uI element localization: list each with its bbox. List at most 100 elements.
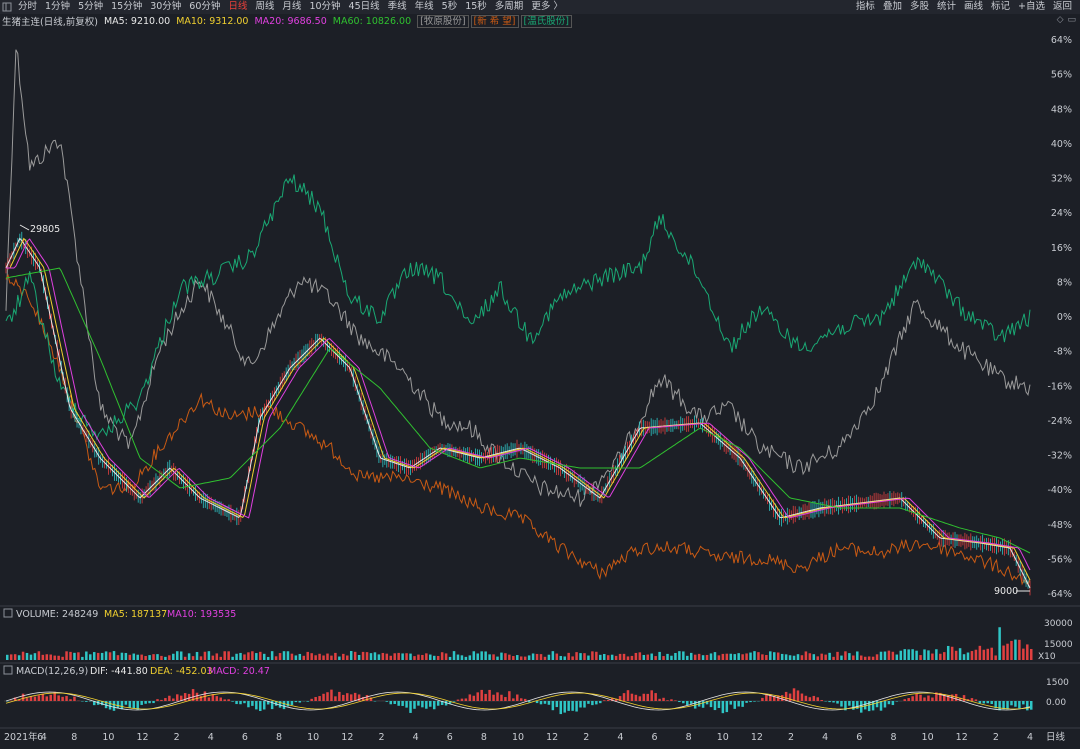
volume-bar <box>599 655 602 660</box>
volume-bar <box>255 653 258 660</box>
volume-bar <box>101 653 104 660</box>
period-tab-13[interactable]: 5秒 <box>438 0 462 14</box>
volume-bar <box>528 655 531 660</box>
period-tab-2[interactable]: 5分钟 <box>74 0 107 14</box>
volume-bar <box>370 653 373 660</box>
volume-bar <box>931 654 934 660</box>
volume-bar <box>860 656 863 660</box>
volume-bar <box>322 655 325 660</box>
volume-axis-mid: 15000 <box>1044 640 1073 650</box>
macd-bar <box>133 701 136 708</box>
volume-bar <box>761 654 764 660</box>
right-axis-label: -32% <box>1047 451 1072 462</box>
macd-bar <box>263 701 266 709</box>
macd-bar <box>1010 701 1013 705</box>
sidebar-toggle-icon[interactable] <box>0 1 14 13</box>
diamond-icon[interactable]: ◇ <box>1057 15 1064 25</box>
period-tab-6[interactable]: 日线 <box>224 0 251 14</box>
volume-bar <box>710 653 713 660</box>
macd-bar <box>156 699 159 701</box>
volume-bar <box>42 655 45 660</box>
tool-menu-item-3[interactable]: 统计 <box>933 0 960 14</box>
macd-bar <box>405 701 408 708</box>
tool-menu-item-7[interactable]: 返回 <box>1049 0 1076 14</box>
overlay-muyuan[interactable]: [牧原股份] <box>417 15 468 28</box>
right-axis-label: 8% <box>1057 277 1072 288</box>
macd-bar <box>354 693 357 701</box>
volume-bar <box>785 654 788 660</box>
period-tab-9[interactable]: 10分钟 <box>305 0 344 14</box>
volume-bar <box>943 652 946 660</box>
volume-bar <box>769 651 772 660</box>
chart-area[interactable]: 64%56%48%40%32%24%16%8%0%-8%-16%-24%-32%… <box>0 28 1080 746</box>
volume-bar <box>113 651 116 660</box>
volume-bar <box>718 655 721 660</box>
macd-bar <box>801 694 804 701</box>
period-tab-0[interactable]: 分时 <box>14 0 41 14</box>
period-tab-11[interactable]: 季线 <box>384 0 411 14</box>
x-axis-label: 4 <box>617 732 623 743</box>
macd-bar <box>540 701 543 704</box>
volume-bar <box>939 654 942 660</box>
macd-bar <box>516 694 519 701</box>
tool-menu-item-1[interactable]: 叠加 <box>879 0 906 14</box>
period-tab-15[interactable]: 多周期 <box>491 0 528 14</box>
x-axis-label: 10 <box>102 732 114 743</box>
x-axis-label: 4 <box>1027 732 1033 743</box>
period-tab-7[interactable]: 周线 <box>251 0 278 14</box>
tool-menu-item-0[interactable]: 指标 <box>852 0 879 14</box>
volume-bar <box>872 657 875 660</box>
volume-bar <box>591 651 594 660</box>
period-tab-10[interactable]: 45日线 <box>345 0 384 14</box>
period-tab-16[interactable]: 更多 〉 <box>527 0 567 14</box>
tool-menu-item-4[interactable]: 画线 <box>960 0 987 14</box>
macd-bar <box>686 701 689 705</box>
volume-bar <box>449 657 452 660</box>
window-icon[interactable]: ▭ <box>1067 15 1076 25</box>
volume-bar <box>287 651 290 660</box>
macd-bar <box>737 701 740 706</box>
macd-bar <box>726 701 729 712</box>
macd-bar <box>322 694 325 701</box>
x-axis-label: 6 <box>856 732 862 743</box>
macd-bar <box>520 698 523 701</box>
macd-toggle-icon[interactable] <box>4 666 12 674</box>
ma60-value: MA60: 10826.00 <box>333 16 411 27</box>
macd-bar <box>85 701 88 702</box>
overlay-xinxiwang[interactable]: [新 希 望] <box>471 15 519 28</box>
volume-bar <box>896 655 899 660</box>
volume-bar <box>409 654 412 660</box>
tool-menu-item-5[interactable]: 标记 <box>987 0 1014 14</box>
xaxis-period: 日线 <box>1046 731 1066 743</box>
macd-bar <box>259 701 262 711</box>
period-tab-14[interactable]: 15秒 <box>461 0 491 14</box>
volume-bar <box>196 652 199 660</box>
period-tab-4[interactable]: 30分钟 <box>146 0 185 14</box>
volume-bar <box>603 654 606 660</box>
overlay-wenshi[interactable]: [温氏股份] <box>521 15 572 28</box>
x-axis-label: 2 <box>174 732 180 743</box>
macd-bar <box>793 688 796 701</box>
period-tab-5[interactable]: 60分钟 <box>185 0 224 14</box>
macd-bar <box>176 694 179 701</box>
volume-bar <box>208 651 211 660</box>
right-axis-label: 32% <box>1051 174 1072 185</box>
volume-toggle-icon[interactable] <box>4 609 12 617</box>
period-tab-3[interactable]: 15分钟 <box>107 0 146 14</box>
macd-bar <box>635 695 638 701</box>
tool-menu-item-6[interactable]: +自选 <box>1014 0 1049 14</box>
macd-bar <box>239 701 242 704</box>
volume-bar <box>1002 646 1005 660</box>
volume-bar <box>326 654 329 660</box>
macd-bar <box>453 701 456 702</box>
macd-bar <box>990 701 993 704</box>
tool-menu: 指标叠加多股统计画线标记+自选返回 <box>852 0 1076 14</box>
period-tab-12[interactable]: 年线 <box>411 0 438 14</box>
macd-bar <box>820 700 823 701</box>
period-tab-8[interactable]: 月线 <box>278 0 305 14</box>
tool-menu-item-2[interactable]: 多股 <box>906 0 933 14</box>
period-tab-1[interactable]: 1分钟 <box>41 0 74 14</box>
macd-bar <box>670 699 673 701</box>
volume-bar <box>386 654 389 660</box>
